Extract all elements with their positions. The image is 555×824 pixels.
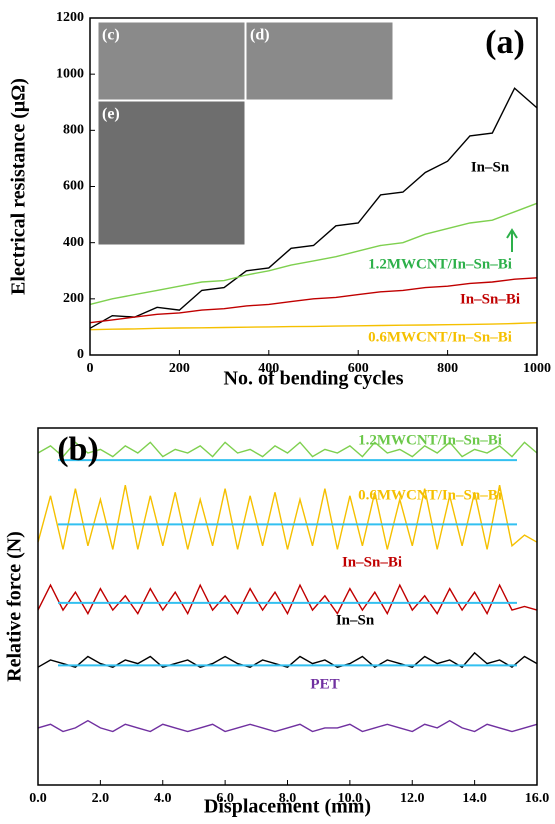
series-label: 0.6MWCNT/In–Sn–Bi: [358, 487, 502, 503]
series-line: [89, 322, 538, 331]
x-tick-label: 200: [169, 361, 190, 376]
series-label: 1.2MWCNT/In–Sn–Bi: [358, 432, 502, 448]
x-tick-label: 2.0: [92, 791, 110, 806]
series-line: [37, 484, 538, 550]
series-label: In–Sn: [471, 159, 510, 175]
series-label: In–Sn: [336, 612, 375, 628]
series-line: [37, 583, 538, 616]
x-tick-label: 1000: [523, 361, 551, 376]
series-line: [37, 441, 538, 458]
series-label: In–Sn–Bi: [342, 554, 402, 570]
inset-label: (c): [102, 27, 120, 44]
x-tick-label: 16.0: [525, 791, 550, 806]
panel-label: (b): [57, 431, 99, 468]
plot-frame: [37, 427, 538, 786]
x-tick-label: 12.0: [400, 791, 425, 806]
x-axis-label: No. of bending cycles: [224, 368, 404, 390]
y-tick-label: 200: [63, 291, 84, 306]
inset-label: (d): [250, 27, 270, 44]
series-label: PET: [310, 676, 339, 692]
y-tick-label: 400: [63, 235, 84, 250]
x-tick-label: 0: [87, 361, 94, 376]
panel-label: (a): [485, 24, 525, 61]
x-tick-label: 6.0: [216, 791, 234, 806]
x-tick-label: 14.0: [462, 791, 487, 806]
arrow: [506, 228, 518, 252]
x-tick-label: 8.0: [279, 791, 297, 806]
inset-image: [97, 21, 246, 101]
x-tick-label: 800: [437, 361, 458, 376]
x-tick-label: 0.0: [29, 791, 47, 806]
inset-image: [97, 100, 246, 246]
x-axis-label: Displacement (mm): [204, 796, 371, 818]
series-label: 0.6MWCNT/In–Sn–Bi: [368, 329, 512, 345]
x-tick-label: 4.0: [154, 791, 172, 806]
plot-frame: [89, 17, 538, 356]
y-tick-label: 0: [77, 347, 84, 362]
y-axis-label: Electrical resistance (μΩ): [8, 78, 30, 295]
series-line: [89, 277, 538, 324]
series-label: In–Sn–Bi: [460, 291, 520, 307]
series-line: [37, 651, 538, 669]
series-line: [89, 87, 538, 329]
inset-label: (e): [102, 106, 120, 123]
y-tick-label: 600: [63, 179, 84, 194]
series-label: 1.2MWCNT/In–Sn–Bi: [368, 256, 512, 272]
y-tick-label: 1000: [56, 66, 84, 81]
y-tick-label: 1200: [56, 10, 84, 25]
x-tick-label: 600: [348, 361, 369, 376]
x-tick-label: 400: [258, 361, 279, 376]
x-tick-label: 10.0: [338, 791, 363, 806]
series-line: [37, 719, 538, 733]
inset-image: [245, 21, 394, 101]
series-line: [89, 202, 538, 306]
y-axis-label: Relative force (N): [4, 531, 26, 682]
y-tick-label: 800: [63, 123, 84, 138]
